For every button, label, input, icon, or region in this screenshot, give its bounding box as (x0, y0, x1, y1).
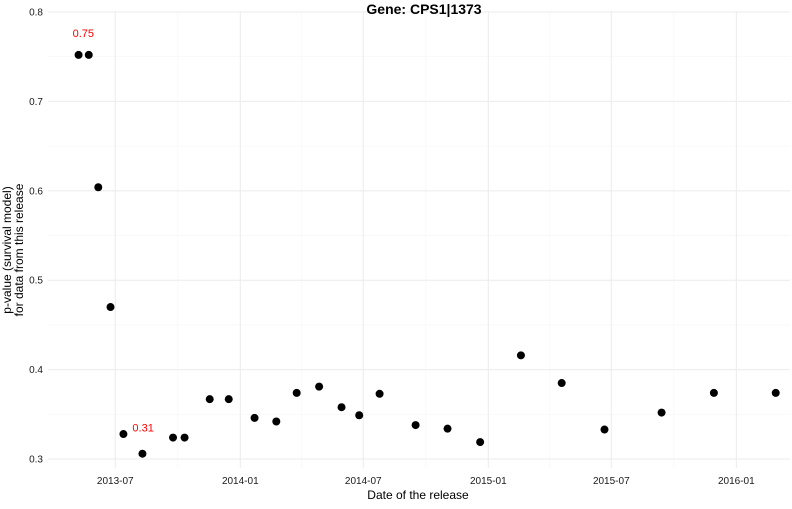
data-point (106, 303, 115, 312)
data-point (315, 382, 324, 391)
y-tick-label: 0.4 (29, 365, 43, 376)
data-point (411, 421, 420, 430)
y-tick-label: 0.3 (29, 455, 43, 466)
annotation-label: 0.75 (73, 28, 94, 40)
x-tick-label: 2016-01 (718, 476, 755, 487)
data-point (138, 449, 147, 458)
data-point (292, 388, 301, 397)
data-point (224, 395, 233, 404)
data-point (272, 417, 281, 426)
y-axis-title-line-2: for data from this release (12, 183, 26, 316)
data-point (205, 395, 214, 404)
x-tick-label: 2014-01 (222, 476, 259, 487)
data-point (375, 389, 384, 398)
x-axis-title: Date of the release (367, 488, 469, 502)
y-tick-label: 0.6 (29, 186, 43, 197)
x-tick-label: 2015-01 (470, 476, 507, 487)
data-point (355, 411, 364, 420)
data-point (119, 430, 128, 439)
data-point (657, 408, 666, 417)
data-points (74, 50, 780, 458)
data-point (74, 50, 83, 59)
y-tick-label: 0.5 (29, 276, 43, 287)
data-point (250, 413, 259, 422)
x-tick-label: 2014-07 (345, 476, 382, 487)
x-tick-label: 2015-07 (593, 476, 630, 487)
x-tick-label: 2013-07 (97, 476, 134, 487)
data-point (476, 438, 485, 447)
annotation-label: 0.31 (132, 422, 153, 434)
data-point (94, 183, 103, 192)
grid (48, 11, 790, 468)
chart-title: Gene: CPS1|1373 (366, 1, 481, 17)
data-point (337, 403, 346, 412)
data-point (771, 388, 780, 397)
data-point (180, 433, 189, 442)
data-point (516, 351, 525, 360)
data-point (600, 425, 609, 434)
y-axis-title-line-1: p-value (survival model) (0, 186, 14, 313)
y-tick-label: 0.8 (29, 8, 43, 19)
axis-ticks: 0.3 0.4 0.5 0.6 0.7 0.8 2013-07 2014-01 2014-07 2… (29, 8, 755, 488)
data-point (557, 379, 566, 388)
data-point (84, 50, 93, 59)
data-point (443, 424, 452, 433)
y-tick-label: 0.7 (29, 97, 43, 108)
annotations: 0.75 0.31 (73, 28, 154, 434)
data-point (709, 388, 718, 397)
data-point (169, 433, 178, 442)
